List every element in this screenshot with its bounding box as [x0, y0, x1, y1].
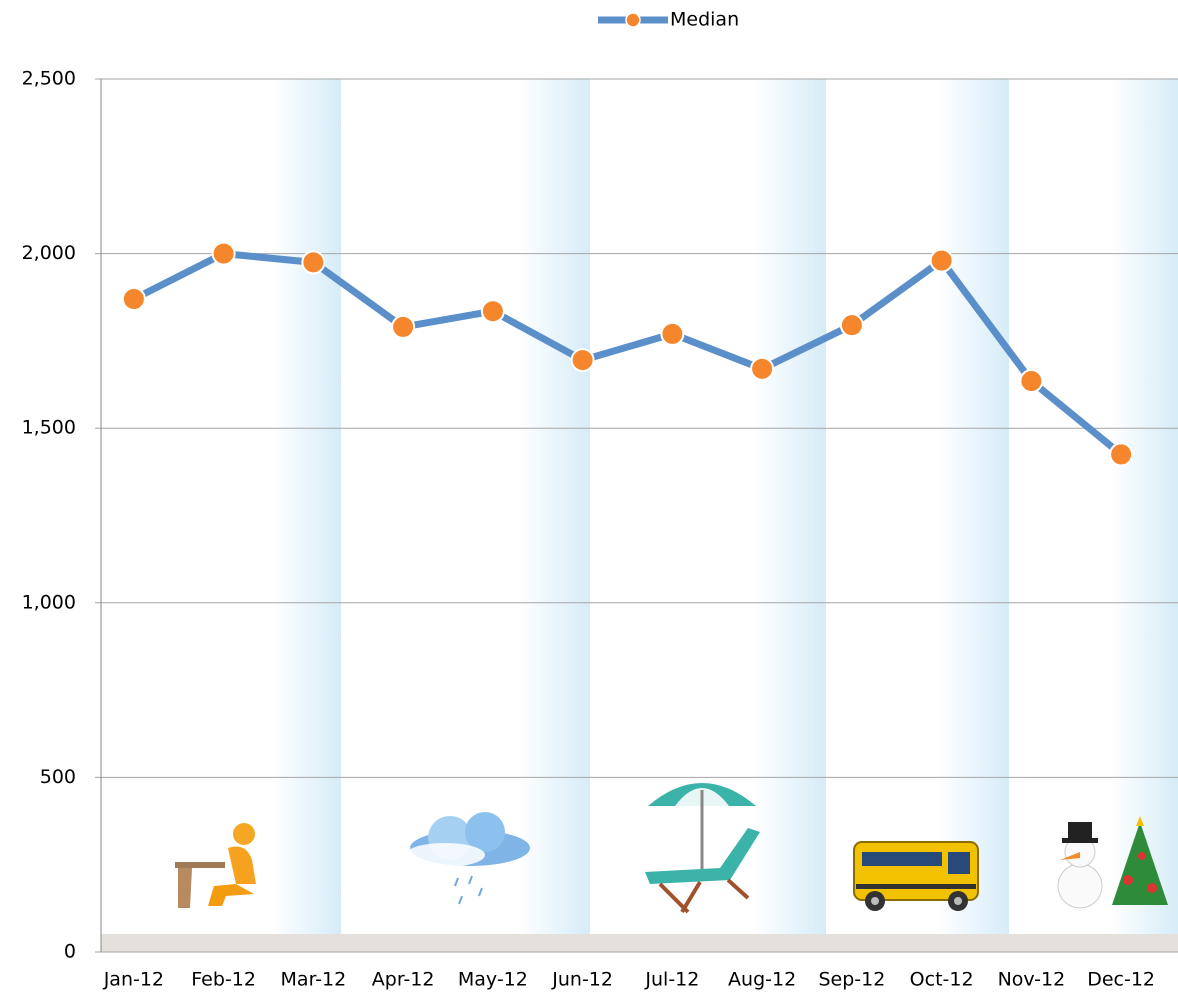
data-point	[751, 358, 773, 380]
y-tick-label: 2,000	[22, 242, 76, 264]
x-tick-label: Jul-12	[644, 969, 699, 991]
x-tick-label: Nov-12	[998, 969, 1066, 991]
data-point	[392, 316, 414, 338]
data-point	[302, 251, 324, 273]
y-tick-label: 500	[40, 766, 76, 788]
x-tick-label: Jun-12	[551, 969, 613, 991]
data-point	[123, 288, 145, 310]
data-point	[841, 314, 863, 336]
data-point	[482, 300, 504, 322]
y-tick-label: 0	[64, 941, 76, 963]
x-tick-label: Jan-12	[103, 969, 164, 991]
x-tick-label: Apr-12	[372, 969, 435, 991]
y-tick-label: 1,500	[22, 417, 76, 439]
data-point	[1020, 370, 1042, 392]
data-point	[572, 349, 594, 371]
x-tick-label: May-12	[458, 969, 528, 991]
x-tick-label: Dec-12	[1087, 969, 1155, 991]
floor	[101, 934, 1178, 952]
data-point	[1110, 443, 1132, 465]
data-point	[931, 250, 953, 272]
x-tick-label: Oct-12	[910, 969, 974, 991]
x-tick-label: Aug-12	[728, 969, 796, 991]
data-point	[213, 243, 235, 265]
data-point	[661, 323, 683, 345]
background-bands	[272, 79, 1178, 952]
y-tick-label: 1,000	[22, 591, 76, 613]
y-tick-label: 2,500	[22, 68, 76, 90]
x-tick-label: Mar-12	[281, 969, 347, 991]
x-tick-label: Feb-12	[191, 969, 256, 991]
chart: 0 500 1,000 1,500 2,000 2,500	[0, 0, 1178, 1002]
legend-label: Median	[670, 9, 739, 31]
x-tick-label: Sep-12	[818, 969, 885, 991]
legend-marker	[626, 13, 640, 27]
